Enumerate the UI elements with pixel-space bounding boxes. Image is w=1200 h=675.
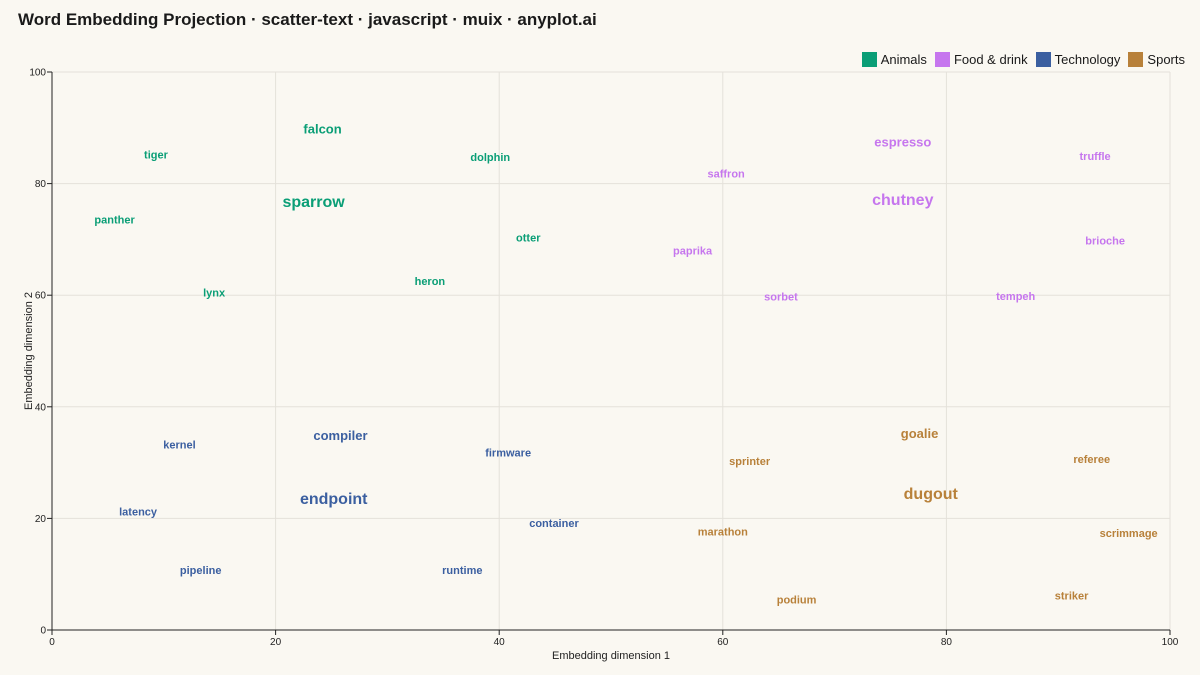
- x-tick-label: 60: [717, 637, 729, 648]
- legend-swatch: [1128, 52, 1144, 67]
- x-tick-label: 80: [941, 637, 953, 648]
- legend-item: Technology: [1035, 52, 1121, 67]
- y-tick-label: 60: [35, 291, 47, 302]
- word-label-heron: heron: [415, 276, 446, 288]
- x-tick-label: 20: [270, 637, 282, 648]
- x-axis-label: Embedding dimension 1: [552, 650, 670, 662]
- legend-label: Sports: [1147, 52, 1185, 67]
- legend-item: Food & drink: [934, 52, 1028, 67]
- y-tick-label: 80: [35, 179, 47, 190]
- word-label-pipeline: pipeline: [180, 565, 222, 577]
- x-tick-label: 100: [1162, 637, 1179, 648]
- y-tick-label: 100: [29, 68, 46, 79]
- word-label-endpoint: endpoint: [300, 491, 368, 508]
- y-tick-label: 40: [35, 402, 47, 413]
- y-tick-label: 0: [40, 626, 46, 637]
- word-label-panther: panther: [94, 214, 135, 226]
- word-label-truffle: truffle: [1080, 151, 1111, 163]
- legend-swatch: [861, 52, 877, 67]
- word-label-paprika: paprika: [673, 246, 713, 258]
- legend-item: Sports: [1128, 52, 1185, 67]
- word-label-scrimmage: scrimmage: [1100, 528, 1158, 540]
- word-label-falcon: falcon: [303, 121, 341, 136]
- word-label-podium: podium: [777, 594, 817, 606]
- word-label-kernel: kernel: [163, 439, 195, 451]
- word-label-sprinter: sprinter: [729, 456, 771, 468]
- word-label-runtime: runtime: [442, 565, 482, 577]
- word-label-striker: striker: [1055, 591, 1089, 603]
- word-label-container: container: [529, 518, 579, 530]
- word-label-compiler: compiler: [313, 428, 367, 443]
- legend-swatch: [934, 52, 950, 67]
- word-label-tiger: tiger: [144, 150, 169, 162]
- word-label-brioche: brioche: [1085, 236, 1125, 248]
- legend-item: Animals: [861, 52, 927, 67]
- word-label-referee: referee: [1073, 454, 1110, 466]
- word-label-otter: otter: [516, 232, 541, 244]
- chart-title: Word Embedding Projection · scatter-text…: [18, 10, 597, 29]
- legend-label: Technology: [1054, 52, 1121, 67]
- word-label-goalie: goalie: [901, 426, 939, 441]
- word-label-latency: latency: [119, 506, 158, 518]
- word-label-lynx: lynx: [203, 288, 226, 300]
- legend-label: Food & drink: [953, 52, 1028, 67]
- word-label-marathon: marathon: [698, 526, 748, 538]
- legend-swatch: [1035, 52, 1051, 67]
- x-tick-label: 0: [49, 637, 55, 648]
- x-tick-label: 40: [494, 637, 506, 648]
- word-label-firmware: firmware: [485, 448, 531, 460]
- word-label-chutney: chutney: [872, 192, 933, 209]
- word-label-espresso: espresso: [874, 134, 931, 149]
- y-axis-label: Embedding dimension 2: [23, 292, 35, 410]
- word-label-tempeh: tempeh: [996, 291, 1035, 303]
- word-label-dugout: dugout: [904, 486, 959, 503]
- y-tick-label: 20: [35, 514, 47, 525]
- word-label-sorbet: sorbet: [764, 291, 798, 303]
- word-label-saffron: saffron: [708, 169, 746, 181]
- word-label-sparrow: sparrow: [282, 194, 345, 211]
- word-label-dolphin: dolphin: [470, 152, 510, 164]
- legend-label: Animals: [880, 52, 927, 67]
- legend: Animals Food & drink Technology Sports: [861, 52, 1185, 67]
